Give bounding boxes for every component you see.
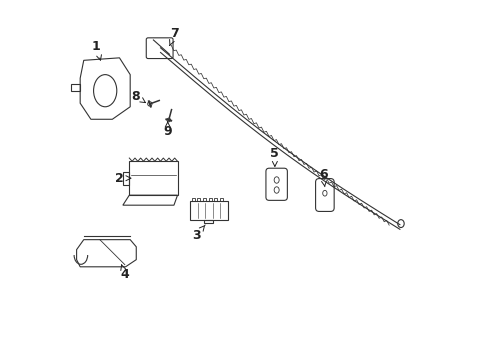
Bar xyxy=(220,198,223,201)
Bar xyxy=(190,201,227,220)
Bar xyxy=(122,172,129,185)
Text: 8: 8 xyxy=(131,90,145,103)
Text: 3: 3 xyxy=(192,225,205,242)
Text: 6: 6 xyxy=(318,168,327,187)
Text: 7: 7 xyxy=(169,27,179,45)
Text: 2: 2 xyxy=(115,172,131,185)
Text: 4: 4 xyxy=(120,265,129,281)
Text: 1: 1 xyxy=(92,40,101,60)
Bar xyxy=(197,198,200,201)
Bar xyxy=(208,198,211,201)
Bar xyxy=(203,198,205,201)
Bar xyxy=(191,198,194,201)
Text: 5: 5 xyxy=(270,147,279,166)
Bar xyxy=(204,220,213,223)
Bar xyxy=(214,198,217,201)
Bar xyxy=(129,161,177,195)
Text: 9: 9 xyxy=(163,122,172,138)
